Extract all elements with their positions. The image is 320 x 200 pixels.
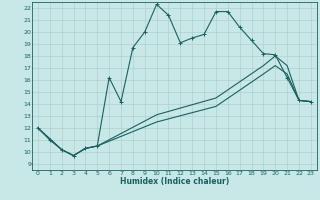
X-axis label: Humidex (Indice chaleur): Humidex (Indice chaleur) [120, 177, 229, 186]
